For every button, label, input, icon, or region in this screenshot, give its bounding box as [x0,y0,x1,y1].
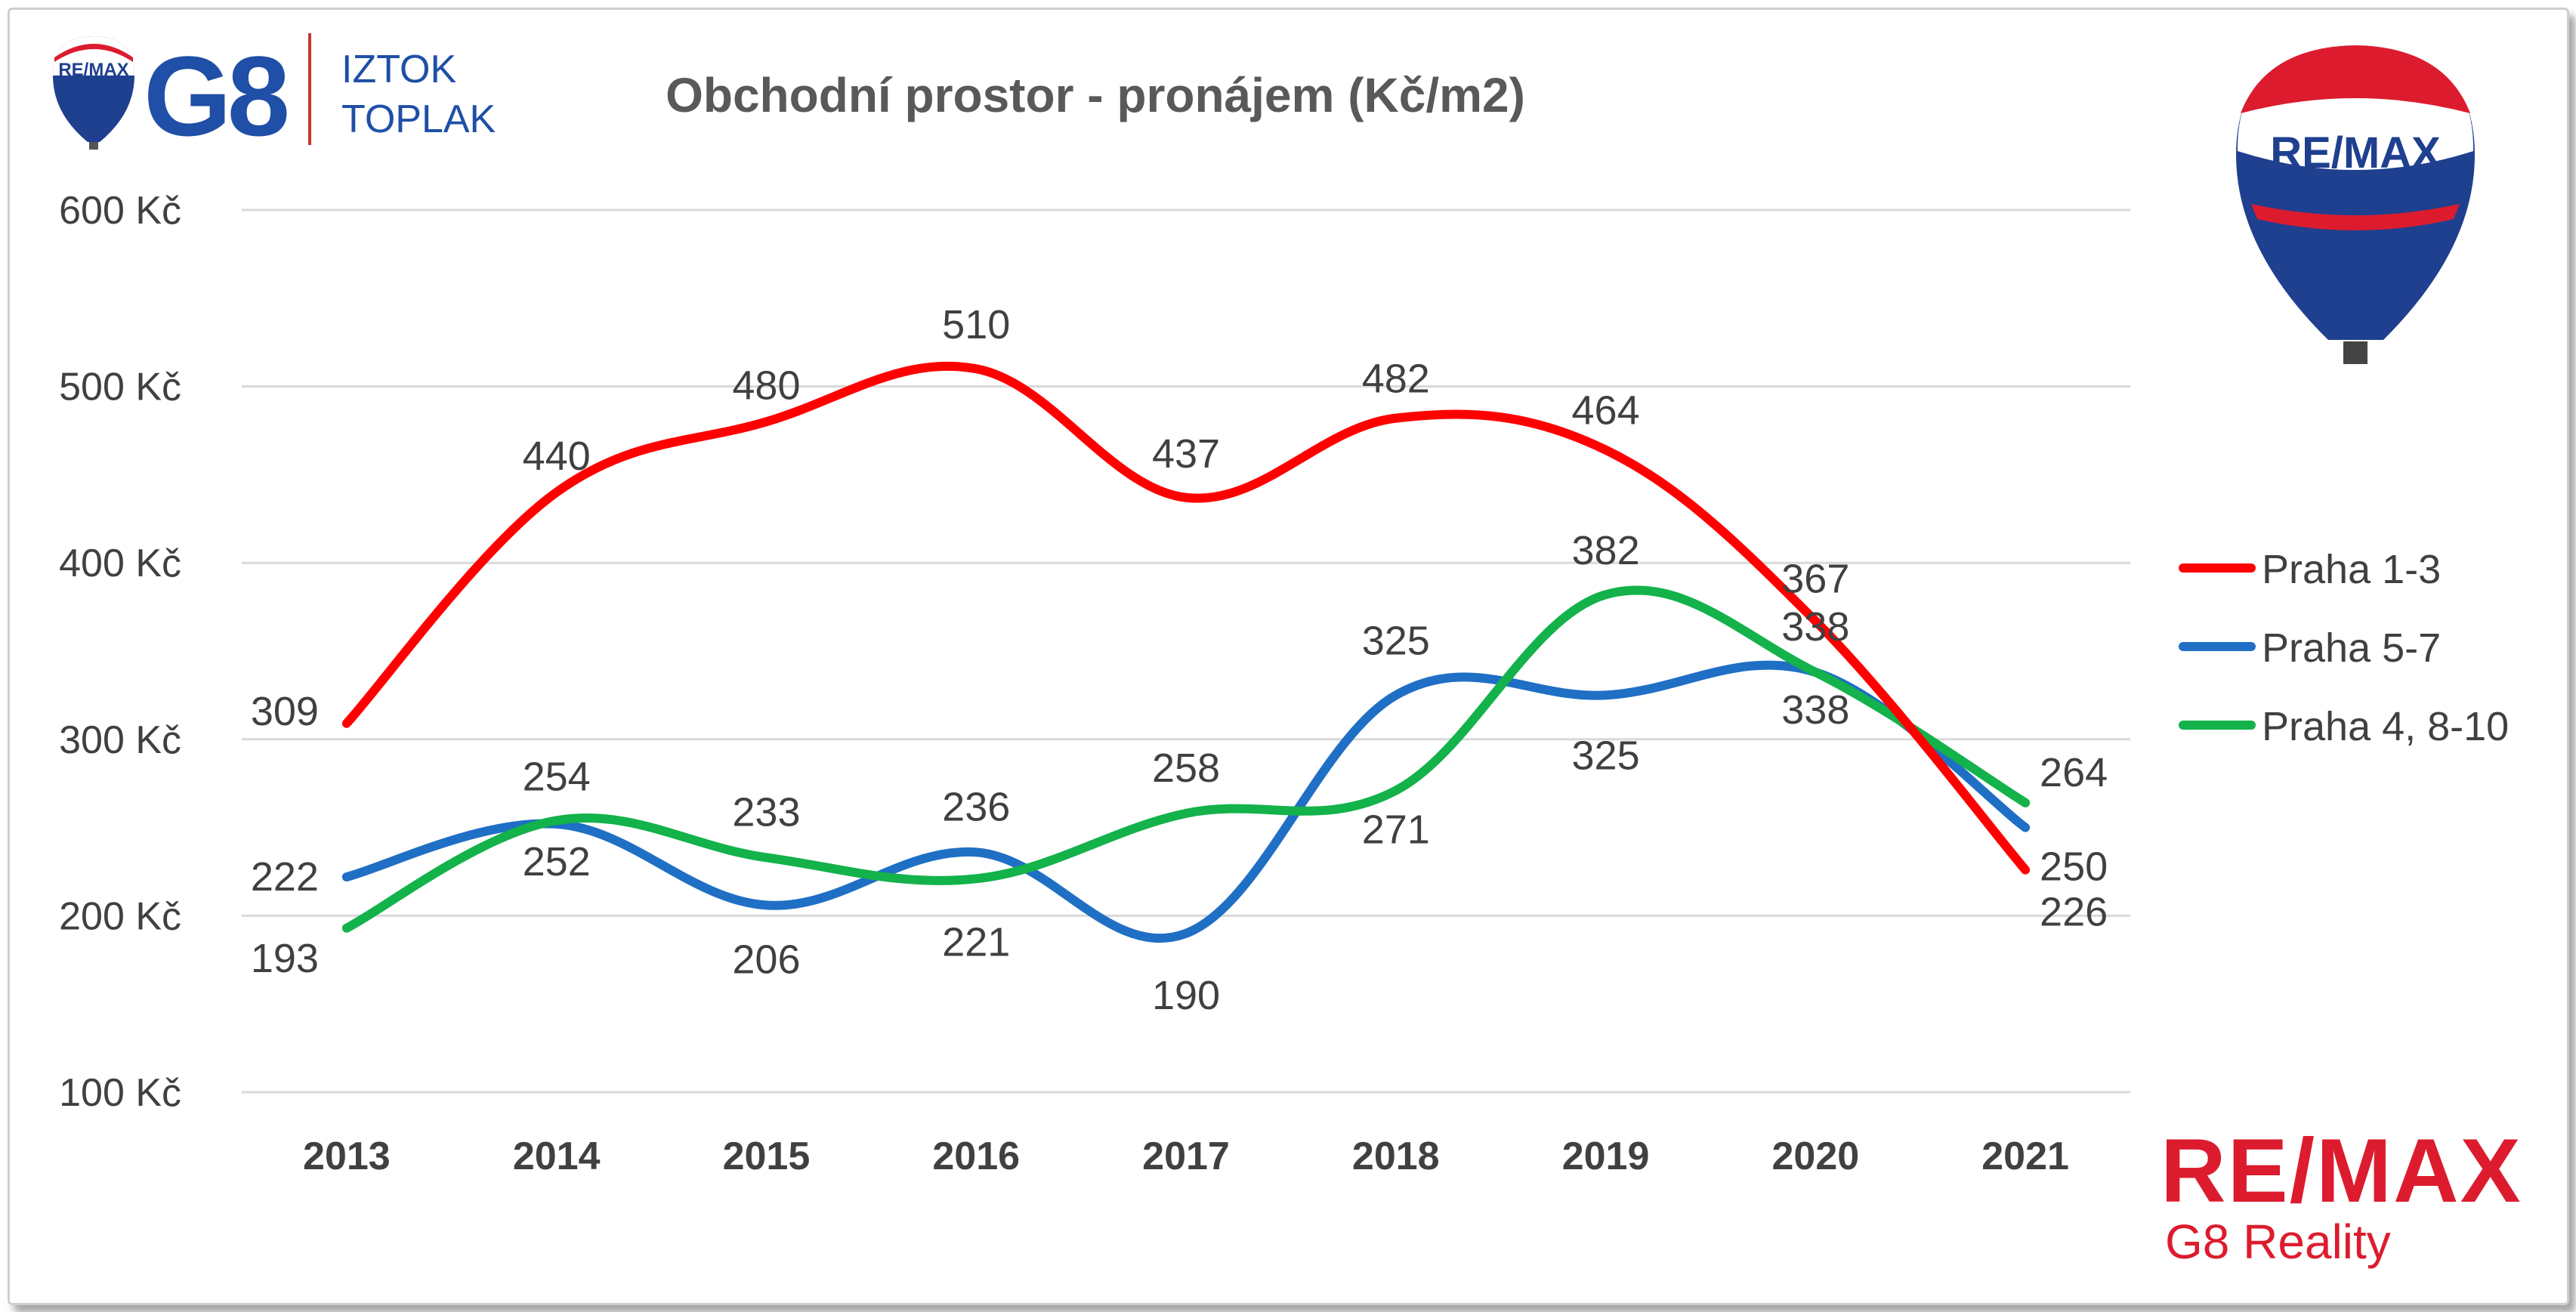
chart-title: Obchodní prostor - pronájem (Kč/m2) [666,68,1525,122]
x-tick-label: 2020 [1771,1134,1859,1178]
data-label: 190 [1152,973,1220,1018]
remax-balloon-icon: RE/MAX [2236,45,2475,364]
x-tick-label: 2019 [1562,1134,1650,1178]
x-tick-label: 2013 [303,1134,391,1178]
data-label: 480 [732,363,800,408]
y-tick-label: 600 Kč [59,189,181,233]
data-label: 510 [942,302,1010,347]
y-tick-label: 300 Kč [59,718,181,762]
x-tick-label: 2014 [513,1134,601,1178]
data-label: 206 [732,937,800,982]
legend-label: Praha 5-7 [2262,625,2441,671]
legend-label: Praha 4, 8-10 [2262,704,2509,749]
data-label: 440 [523,434,591,479]
data-label: 437 [1152,431,1220,477]
data-label: 309 [251,689,319,734]
data-labels: 309 440 480 510 437 482 464 367 226 222 252 206 236 1… [251,302,2108,1018]
y-tick-label: 400 Kč [59,542,181,585]
remax-small-balloon-icon: RE/MAX [53,36,134,150]
small-balloon-text: RE/MAX [58,60,128,80]
data-label: 482 [1362,357,1430,402]
g8-logo: G8 [144,32,290,159]
x-axis-ticks: 2013 2014 2015 2016 2017 2018 2019 2020 2021 [303,1134,2069,1178]
x-tick-label: 2017 [1142,1134,1230,1178]
chart-frame [8,8,2569,1305]
remax-subtitle: G8 Reality [2165,1215,2391,1269]
legend-label: Praha 1-3 [2262,547,2441,592]
logo-divider [308,33,311,145]
data-label: 254 [523,754,591,799]
data-label: 222 [251,854,319,900]
data-label: 464 [1572,388,1640,434]
y-axis-ticks: 100 Kč 200 Kč 300 Kč 400 Kč 500 Kč 600 Kč [59,189,181,1115]
data-label: 367 [1781,556,1849,601]
data-label: 233 [732,789,800,835]
x-tick-label: 2015 [723,1134,811,1178]
y-tick-label: 100 Kč [59,1071,181,1115]
series-line-2 [341,585,2031,933]
data-label: 382 [1572,528,1640,573]
y-tick-label: 200 Kč [59,894,181,938]
series-line-0 [341,361,2031,875]
data-label: 250 [2040,844,2108,890]
data-label: 325 [1572,733,1640,778]
agent-first-name: IZTOK [341,48,457,91]
data-label: 252 [523,839,591,884]
data-label: 338 [1781,687,1849,733]
data-label: 264 [2040,750,2108,795]
data-label: 258 [1152,746,1220,791]
data-label: 325 [1362,618,1430,663]
data-label: 226 [2040,890,2108,935]
x-tick-label: 2021 [1981,1134,2069,1178]
x-tick-label: 2018 [1352,1134,1440,1178]
x-tick-label: 2016 [932,1134,1020,1178]
data-label: 338 [1781,604,1849,650]
legend: Praha 1-3 Praha 5-7 Praha 4, 8-10 [2179,547,2509,749]
y-tick-label: 500 Kč [59,366,181,409]
remax-wordmark: RE/MAX [2161,1120,2522,1221]
gridlines [242,208,2130,1094]
series-line-1 [341,660,2031,943]
series-lines [341,361,2031,943]
data-label: 193 [251,936,319,981]
data-label: 221 [942,919,1010,965]
data-label: 271 [1362,807,1430,853]
agent-last-name: TOPLAK [341,97,496,141]
data-label: 236 [942,784,1010,829]
balloon-text: RE/MAX [2270,128,2441,178]
